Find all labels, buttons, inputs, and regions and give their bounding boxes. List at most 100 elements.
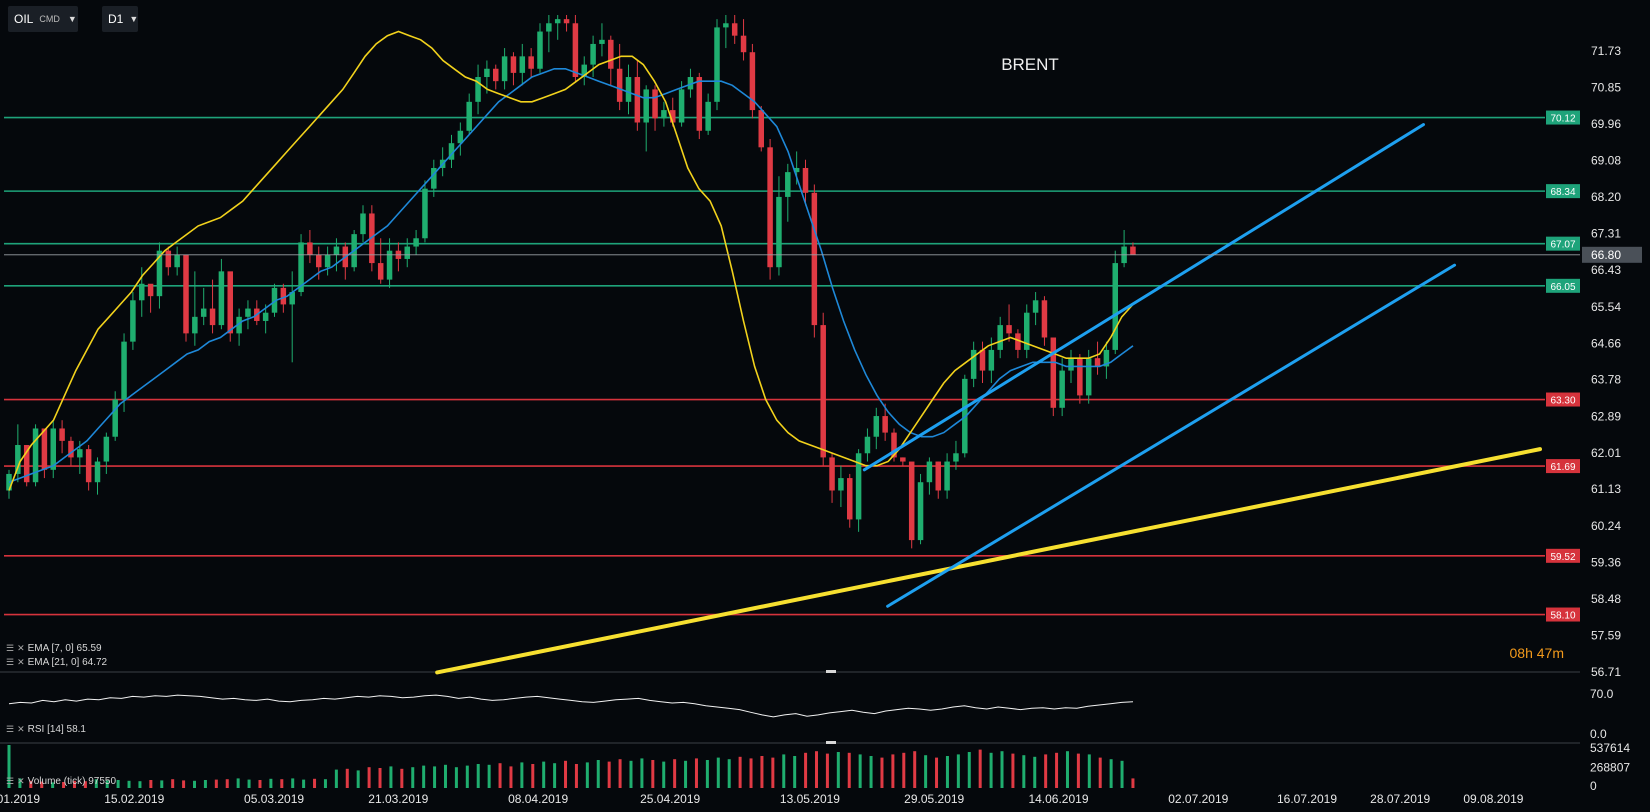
candle[interactable] xyxy=(1068,358,1074,371)
candle[interactable] xyxy=(404,246,411,259)
candle[interactable] xyxy=(776,196,782,268)
candle[interactable] xyxy=(174,254,180,268)
candle[interactable] xyxy=(758,110,765,148)
candle[interactable] xyxy=(767,147,773,268)
candle[interactable] xyxy=(855,453,862,520)
candle[interactable] xyxy=(431,167,437,189)
candle[interactable] xyxy=(625,77,632,102)
candle[interactable] xyxy=(908,461,915,541)
candle[interactable] xyxy=(519,56,526,73)
candle[interactable] xyxy=(900,457,906,462)
candle[interactable] xyxy=(448,143,455,160)
candle[interactable] xyxy=(802,167,809,193)
candle[interactable] xyxy=(944,461,950,491)
candle[interactable] xyxy=(192,316,198,334)
candle[interactable] xyxy=(1024,312,1030,350)
candle[interactable] xyxy=(820,325,826,458)
candle[interactable] xyxy=(386,250,393,280)
candle[interactable] xyxy=(307,242,313,255)
candle[interactable] xyxy=(864,436,871,454)
close-icon[interactable]: ✕ xyxy=(17,657,25,667)
candle[interactable] xyxy=(209,308,216,326)
candle[interactable] xyxy=(77,449,83,458)
candle[interactable] xyxy=(324,254,331,268)
candle[interactable] xyxy=(714,27,720,102)
candle[interactable] xyxy=(785,172,791,197)
candle[interactable] xyxy=(147,283,154,297)
candle[interactable] xyxy=(847,478,853,520)
symbol-selector[interactable]: OIL CMD ▼ xyxy=(8,6,78,32)
panel-resize-handle[interactable] xyxy=(826,670,836,673)
candle[interactable] xyxy=(316,254,322,268)
candle[interactable] xyxy=(50,428,57,470)
candle[interactable] xyxy=(546,23,552,32)
candle[interactable] xyxy=(245,308,251,317)
candle[interactable] xyxy=(493,68,499,82)
candle[interactable] xyxy=(953,453,959,462)
candle[interactable] xyxy=(6,473,12,491)
trendline-channel-upper[interactable] xyxy=(862,123,1426,472)
close-icon[interactable]: ✕ xyxy=(17,643,25,653)
candle[interactable] xyxy=(811,192,818,326)
trendline-support[interactable] xyxy=(435,447,1542,675)
candle[interactable] xyxy=(643,89,649,123)
candle[interactable] xyxy=(935,461,942,491)
candle[interactable] xyxy=(227,271,234,334)
candle[interactable] xyxy=(289,292,295,305)
candle[interactable] xyxy=(749,52,756,111)
candle[interactable] xyxy=(829,457,835,491)
candle[interactable] xyxy=(873,416,880,437)
candle[interactable] xyxy=(917,482,924,541)
panel-resize-handle[interactable] xyxy=(826,741,836,744)
candle[interactable] xyxy=(1094,358,1101,367)
candle[interactable] xyxy=(608,39,614,69)
candle[interactable] xyxy=(23,445,30,483)
candle[interactable] xyxy=(59,428,65,441)
candle[interactable] xyxy=(882,416,888,433)
candle[interactable] xyxy=(68,440,74,458)
close-icon[interactable]: ✕ xyxy=(17,724,25,734)
rsi-legend[interactable]: ☰ ✕ RSI [14] 58.1 xyxy=(6,724,86,735)
candle[interactable] xyxy=(838,478,844,491)
candle[interactable] xyxy=(94,461,101,483)
candle[interactable] xyxy=(696,77,703,131)
candle[interactable] xyxy=(731,23,738,36)
close-icon[interactable]: ✕ xyxy=(17,776,25,786)
candle[interactable] xyxy=(484,68,490,78)
candle[interactable] xyxy=(599,39,605,44)
candle[interactable] xyxy=(670,110,676,123)
candle[interactable] xyxy=(156,250,163,297)
candle[interactable] xyxy=(793,167,800,173)
candle[interactable] xyxy=(1050,337,1057,408)
candle[interactable] xyxy=(652,89,658,119)
candle[interactable] xyxy=(1032,300,1039,313)
candle[interactable] xyxy=(740,35,747,53)
candle[interactable] xyxy=(528,56,534,69)
candle[interactable] xyxy=(988,349,995,371)
candle[interactable] xyxy=(581,64,588,78)
candle[interactable] xyxy=(979,349,986,371)
candle[interactable] xyxy=(661,110,667,119)
candle[interactable] xyxy=(926,461,933,483)
candle[interactable] xyxy=(466,101,472,131)
candle[interactable] xyxy=(85,449,92,483)
candle[interactable] xyxy=(139,283,145,301)
ema21-legend[interactable]: ☰ ✕ EMA [21, 0] 64.72 xyxy=(6,657,107,668)
candle[interactable] xyxy=(1077,358,1083,396)
candle[interactable] xyxy=(413,238,419,247)
candle[interactable] xyxy=(1006,325,1012,334)
candle[interactable] xyxy=(360,213,366,235)
ema7-legend[interactable]: ☰ ✕ EMA [7, 0] 65.59 xyxy=(6,643,102,654)
candle[interactable] xyxy=(271,287,278,313)
candle[interactable] xyxy=(121,341,127,400)
candle[interactable] xyxy=(572,23,579,78)
candle[interactable] xyxy=(537,31,543,69)
timeframe-selector[interactable]: D1 ▼ xyxy=(102,6,138,32)
candle[interactable] xyxy=(1015,333,1021,350)
candle[interactable] xyxy=(236,316,242,334)
candle[interactable] xyxy=(970,349,977,379)
candle[interactable] xyxy=(218,271,225,326)
trendline-channel-lower[interactable] xyxy=(886,263,1457,608)
candle[interactable] xyxy=(280,287,287,305)
